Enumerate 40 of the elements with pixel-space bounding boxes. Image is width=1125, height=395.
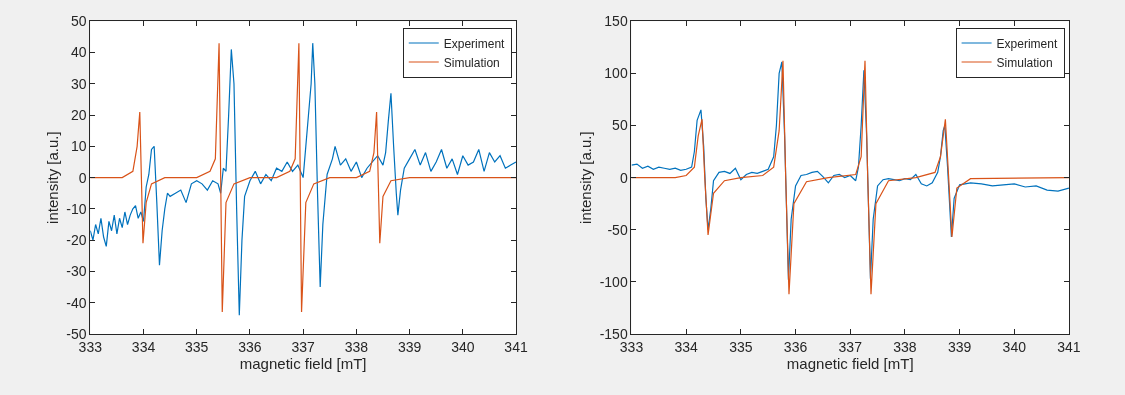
y-tick-label: -40 [66,294,87,311]
y-axis-title: intensity [a.u.] [576,131,594,224]
x-tick-label: 340 [1002,338,1027,355]
x-tick-label: 341 [504,338,528,355]
x-tick-label: 336 [783,338,808,355]
x-axis-title: magnetic field [mT] [239,354,367,372]
x-tick-label: 334 [674,338,699,355]
y-tick-label: 100 [604,65,628,82]
x-tick-label: 337 [838,338,863,355]
x-tick-label: 335 [729,338,753,355]
y-tick-label: 0 [78,169,87,186]
y-tick-label: 10 [70,138,87,155]
y-tick-label: 50 [70,13,87,30]
y-tick-label: 40 [70,44,87,61]
y-tick-label: 0 [619,169,628,186]
x-tick-label: 334 [131,338,156,355]
x-tick-label: 340 [451,338,475,355]
legend-label: Experiment [443,36,506,51]
x-tick-label: 341 [1057,338,1081,355]
x-tick-label: 337 [291,338,316,355]
x-tick-label: 339 [947,338,972,355]
y-tick-label: -10 [66,200,87,217]
x-tick-label: 338 [344,338,369,355]
y-tick-label: 20 [70,106,87,123]
x-tick-label: 339 [397,338,422,355]
y-axis-title: intensity [a.u.] [43,131,61,224]
y-tick-label: -100 [599,273,628,290]
x-axis-title: magnetic field [mT] [786,354,914,372]
y-tick-label: -20 [66,232,87,249]
y-tick-label: 50 [612,117,628,134]
x-tick-label: 336 [238,338,262,355]
x-tick-label: 338 [893,338,917,355]
legend-label: Experiment [996,36,1058,51]
y-tick-label: 150 [604,13,628,30]
y-tick-label: 30 [70,75,87,92]
y-tick-label: -50 [607,221,628,238]
legend-label: Simulation [443,55,500,70]
y-tick-label: -30 [66,263,87,280]
legend-label: Simulation [996,55,1053,70]
x-tick-label: 335 [185,338,209,355]
